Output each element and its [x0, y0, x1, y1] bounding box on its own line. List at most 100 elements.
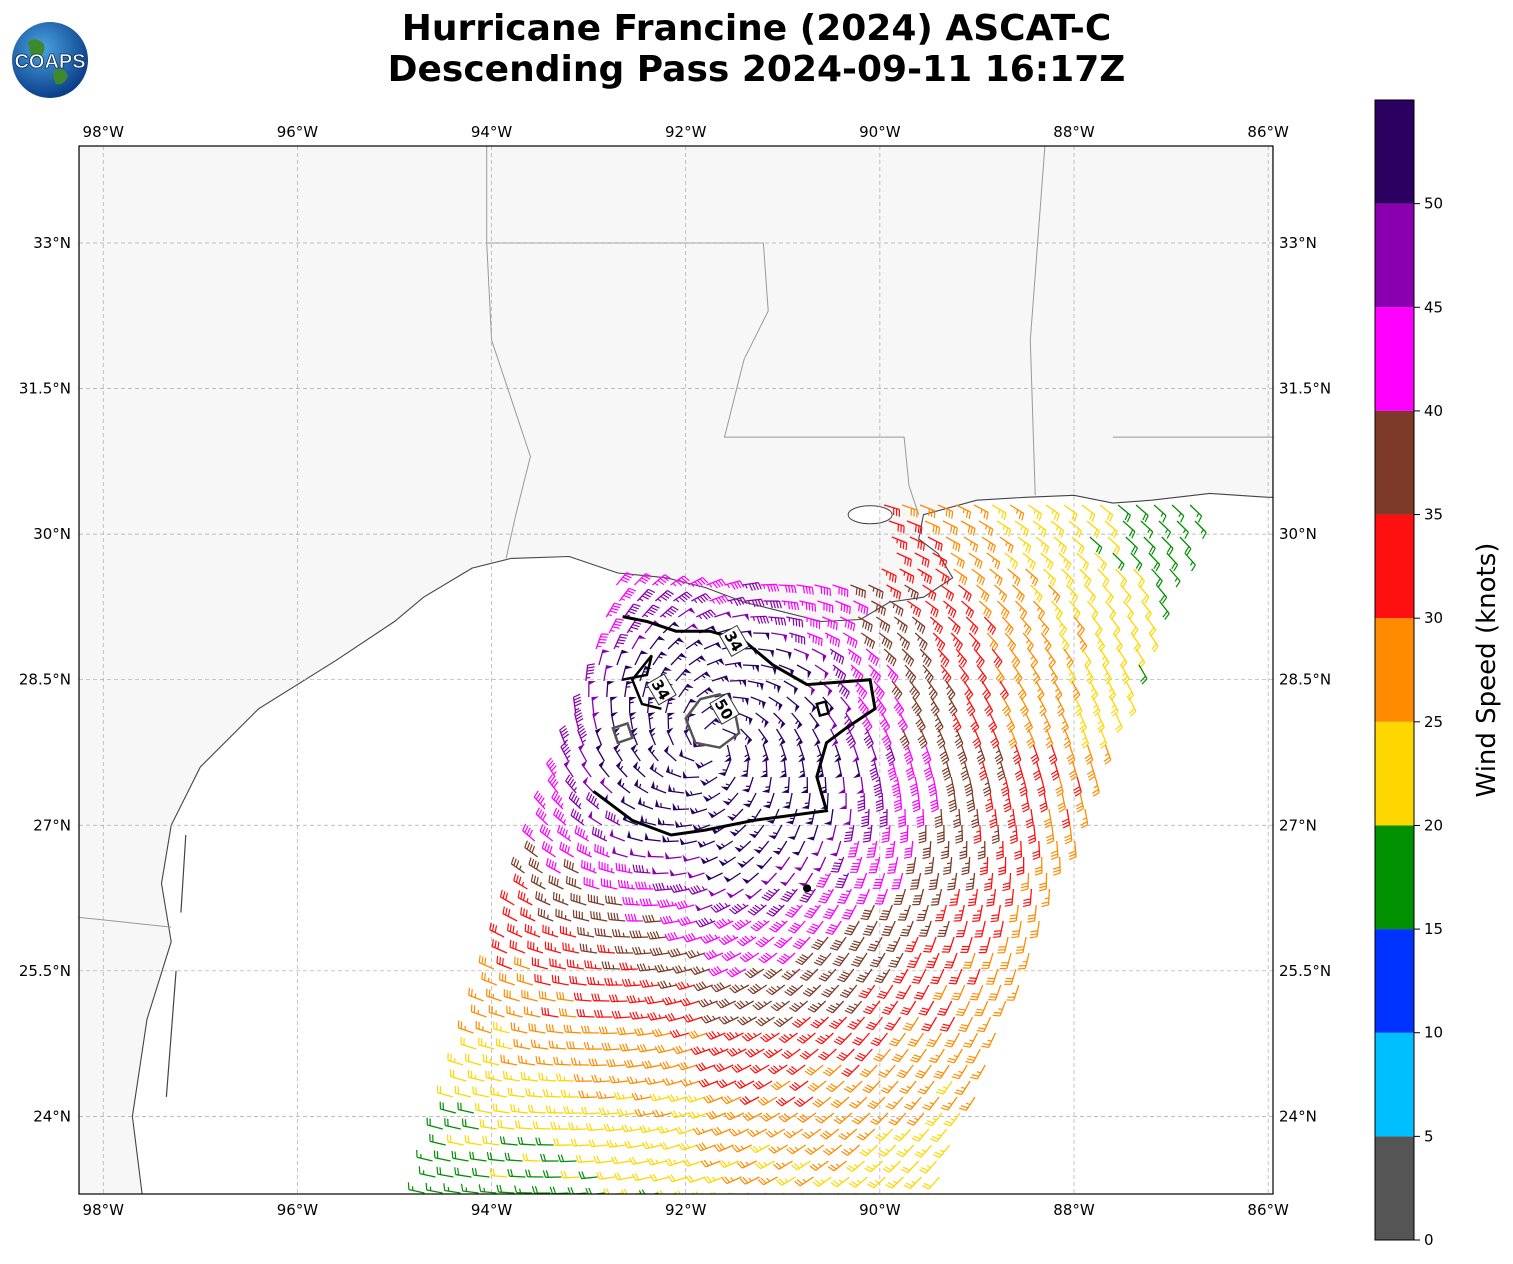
wind-barb	[731, 1063, 752, 1073]
wind-barb	[524, 923, 541, 938]
wind-barb	[818, 1048, 837, 1061]
wind-barb	[1099, 728, 1108, 749]
contour-50kt-small	[611, 721, 634, 745]
wind-barb	[941, 936, 955, 953]
wind-barb	[786, 696, 800, 713]
wind-barb	[1135, 504, 1149, 523]
wind-barb	[783, 680, 799, 696]
wind-barb	[714, 611, 732, 619]
wind-barb	[726, 1047, 747, 1057]
wind-barb	[955, 920, 968, 938]
wind-barb	[1066, 744, 1076, 765]
wind-barb	[1019, 616, 1032, 636]
wind-barb	[904, 664, 917, 684]
wind-barb	[639, 1125, 659, 1134]
wind-barb	[1039, 792, 1048, 813]
wind-barb	[804, 696, 817, 714]
wind-barb	[852, 1032, 870, 1046]
wind-barb	[593, 1009, 613, 1018]
wind-barb	[1037, 776, 1046, 797]
wind-barb	[682, 932, 703, 943]
wind-barb	[955, 1000, 971, 1017]
wind-barb	[1045, 648, 1056, 669]
wind-barb	[753, 840, 770, 854]
wind-barb	[896, 1064, 914, 1079]
wind-barb	[499, 972, 515, 986]
lat-tick-left: 30°N	[33, 525, 71, 543]
wind-barb	[923, 936, 937, 953]
wind-barb	[724, 580, 745, 590]
wind-barb	[800, 776, 809, 794]
colorbar-tick-label: 40	[1424, 402, 1443, 420]
wind-barb	[874, 888, 889, 905]
wind-barb	[755, 936, 775, 948]
colorbar-bin	[1375, 618, 1414, 722]
wind-barb	[927, 680, 938, 701]
wind-barb	[966, 792, 976, 813]
wind-barb	[454, 1085, 472, 1098]
wind-barb	[565, 875, 582, 890]
wind-barb	[854, 1048, 873, 1062]
wind-barb	[950, 552, 965, 569]
wind-barb	[457, 1102, 475, 1114]
wind-barb	[641, 1060, 662, 1069]
wind-barb	[492, 1103, 510, 1114]
wind-barb	[692, 823, 711, 832]
wind-barb	[916, 904, 929, 921]
wind-barb	[955, 824, 964, 844]
wind-barb	[918, 920, 932, 937]
wind-barb	[666, 727, 675, 746]
wind-barb	[848, 1096, 868, 1109]
wind-barb	[606, 1139, 626, 1148]
wind-barb	[740, 728, 753, 746]
wind-barb	[636, 1043, 657, 1053]
wind-barb	[659, 915, 680, 925]
wind-barb	[755, 1016, 775, 1027]
wind-barb	[545, 1105, 564, 1114]
wind-barb	[999, 952, 1012, 970]
wind-barb	[967, 888, 979, 907]
wind-barb	[771, 632, 788, 643]
wind-barb	[599, 776, 613, 794]
wind-barb	[711, 982, 732, 993]
wind-barb	[706, 578, 727, 589]
wind-barb	[813, 952, 832, 966]
wind-barb	[1103, 744, 1112, 765]
wind-barb	[736, 1160, 757, 1169]
lat-tick-right: 31.5°N	[1279, 380, 1331, 398]
wind-barb	[706, 658, 725, 666]
wind-barb	[533, 790, 546, 810]
wind-barb	[877, 1144, 897, 1157]
wind-barb	[759, 760, 768, 778]
wind-barb	[586, 791, 600, 810]
wind-barb	[1021, 792, 1030, 813]
wind-barb	[989, 808, 998, 829]
wind-barb	[811, 936, 829, 951]
wind-barb	[679, 748, 695, 762]
wind-barb	[604, 977, 623, 986]
wind-barb	[647, 712, 656, 730]
wind-barb	[627, 830, 643, 842]
wind-barb	[1107, 536, 1121, 555]
wind-barb	[717, 760, 731, 777]
wind-barb	[586, 976, 605, 986]
wind-barb	[1032, 840, 1041, 860]
wind-barb	[542, 924, 559, 938]
coaps-logo: COAPS	[10, 20, 90, 100]
wind-barb	[648, 727, 657, 746]
wind-barb	[1012, 744, 1022, 765]
wind-barb	[541, 1007, 559, 1018]
wind-barb	[620, 795, 636, 810]
wind-barb	[757, 1176, 778, 1186]
wind-barb	[609, 828, 625, 842]
wind-barb	[915, 712, 926, 733]
wind-barb	[1138, 584, 1150, 604]
wind-barb	[932, 632, 946, 651]
wind-barb	[1063, 648, 1074, 669]
wind-barb	[876, 984, 894, 1000]
wind-barb	[1004, 552, 1019, 570]
wind-barb	[713, 918, 734, 929]
wind-barb	[659, 1060, 680, 1070]
wind-barb	[885, 1176, 904, 1189]
wind-barb	[760, 583, 780, 592]
